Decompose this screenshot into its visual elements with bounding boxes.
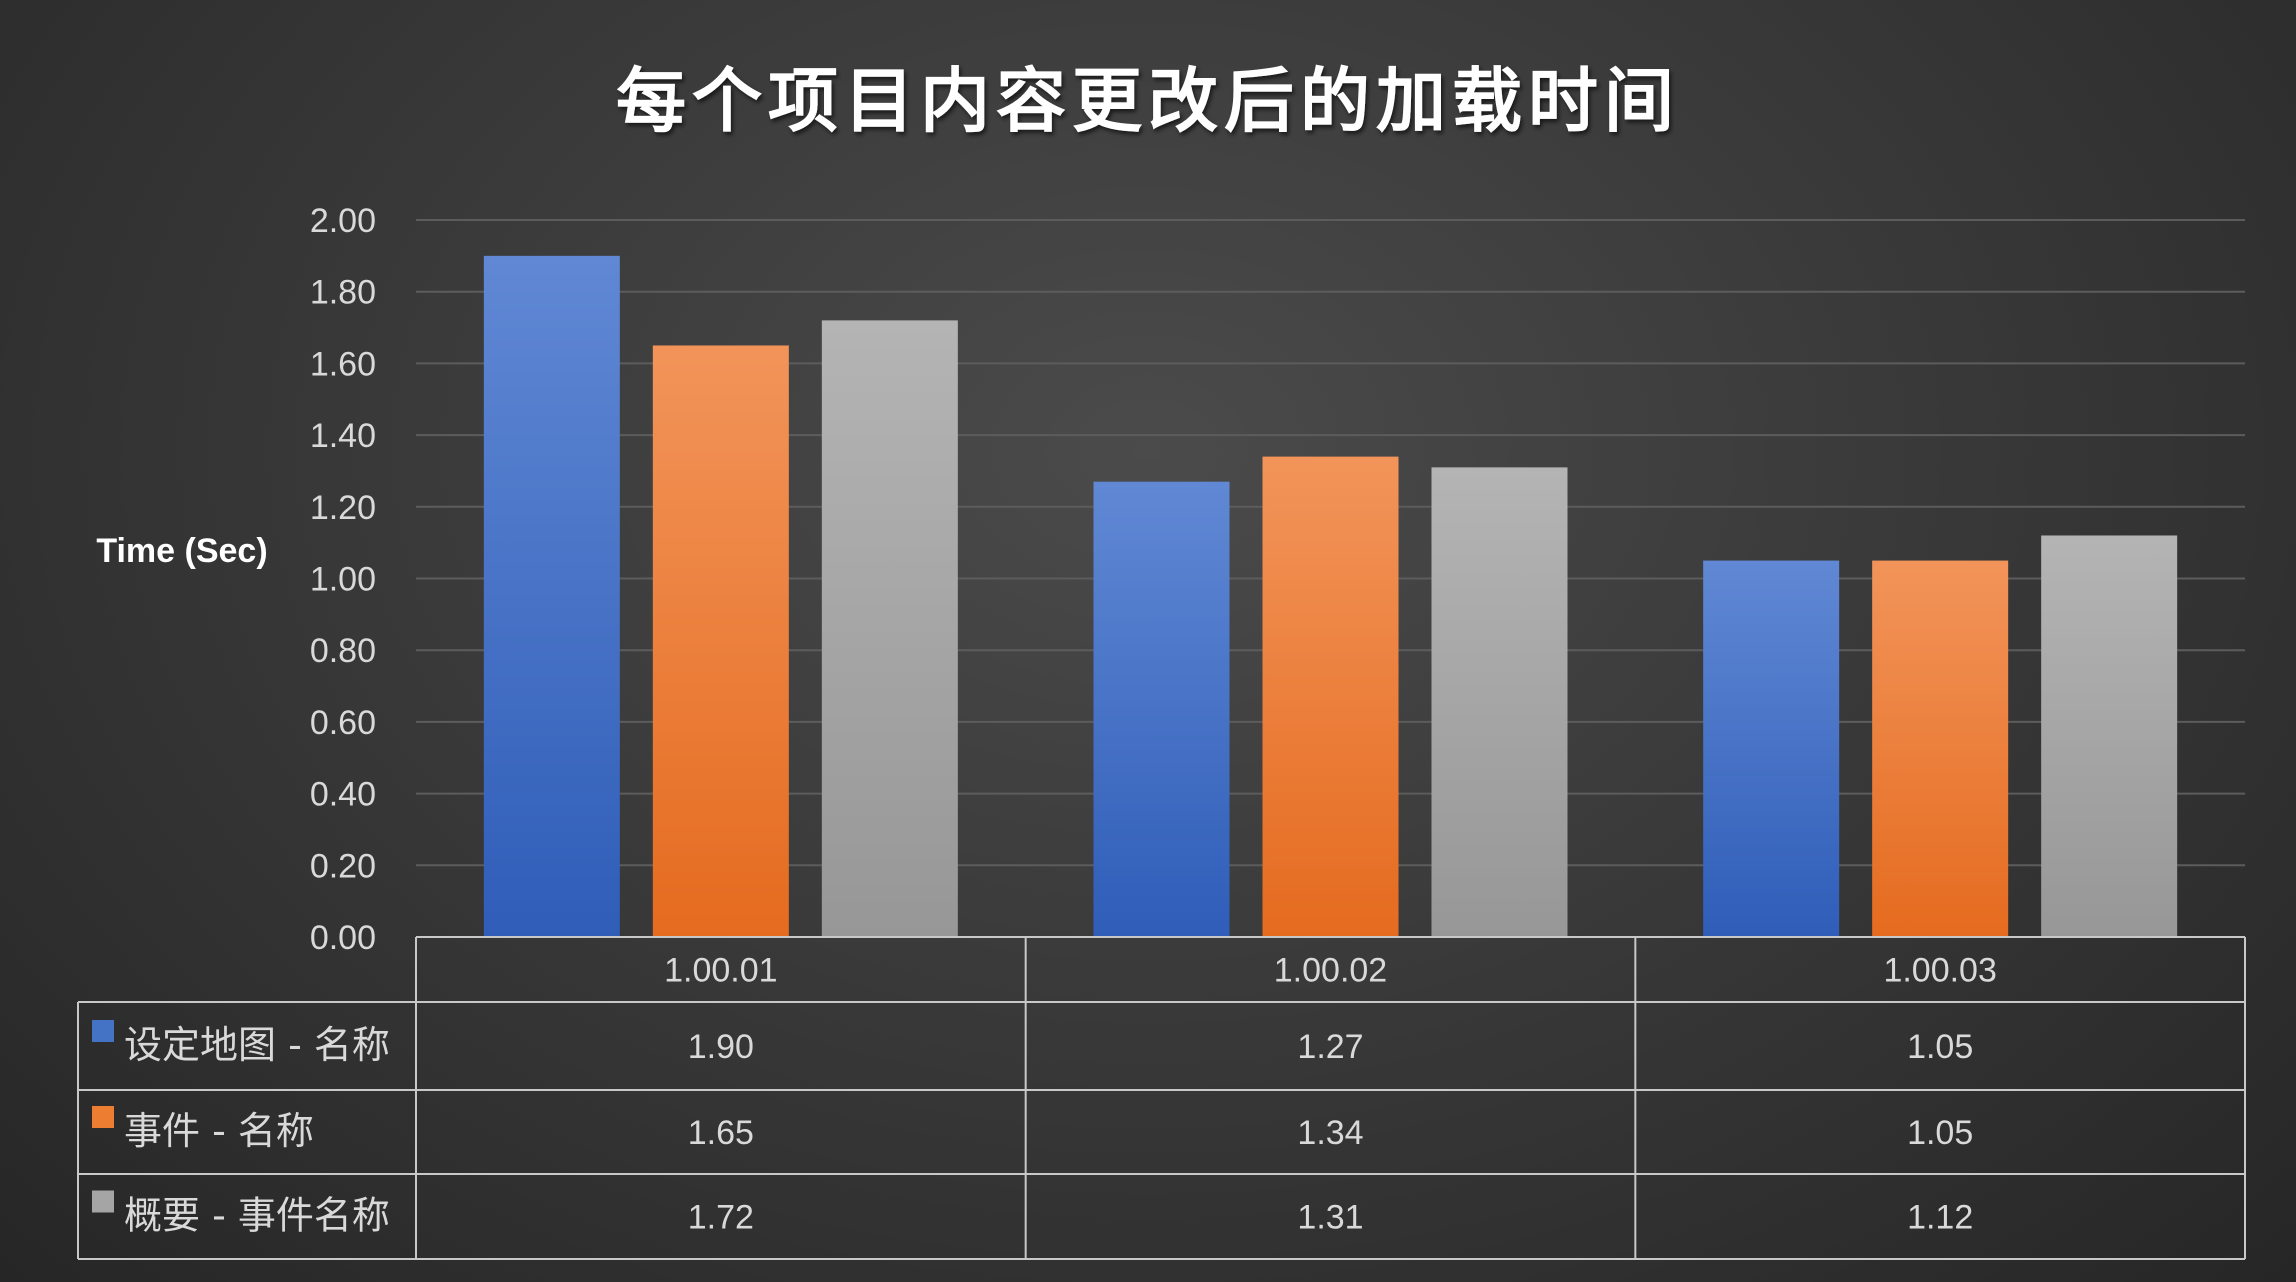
legend-swatch xyxy=(92,1106,114,1128)
y-axis-ticks: 0.00 0.20 0.40 0.60 0.80 1.00 1.20 1.40 1.60 1.80… xyxy=(310,202,376,957)
data-table: 1.00.01 1.00.02 1.00.03 设定地图 - 名称 1.90 1.27 1.… xyxy=(77,936,2246,1260)
chart-title: 每个项目内容更改后的加载时间 xyxy=(616,60,1680,142)
data-label: 1.05 xyxy=(1907,1028,1973,1066)
bar-series-1-1.00.01 xyxy=(483,255,620,938)
bar-series-3-1.00.02 xyxy=(1431,467,1568,937)
y-tick-label: 1.80 xyxy=(310,274,376,312)
x-tick-label: 1.00.01 xyxy=(664,952,777,990)
data-label: 1.90 xyxy=(688,1028,754,1066)
y-tick-label: 1.20 xyxy=(310,489,376,527)
data-label: 1.27 xyxy=(1297,1028,1363,1066)
data-label: 1.05 xyxy=(1907,1114,1973,1152)
y-tick-label: 0.20 xyxy=(310,847,376,885)
y-axis-label: Time (Sec) xyxy=(96,532,267,570)
bar-series-3-1.00.03 xyxy=(2041,535,2178,937)
x-tick-label: 1.00.03 xyxy=(1883,952,1996,990)
data-label: 1.31 xyxy=(1297,1199,1363,1237)
bar-series-2-1.00.03 xyxy=(1872,560,2009,937)
legend-swatch xyxy=(92,1020,114,1042)
bar-series-3-1.00.01 xyxy=(821,320,958,937)
data-label: 1.34 xyxy=(1297,1114,1363,1152)
legend-label: 事件 - 名称 xyxy=(124,1109,314,1153)
bar-series-1-1.00.02 xyxy=(1093,481,1230,937)
data-label: 1.72 xyxy=(688,1199,754,1237)
y-tick-label: 0.40 xyxy=(310,776,376,814)
x-tick-label: 1.00.02 xyxy=(1274,952,1387,990)
legend-label: 概要 - 事件名称 xyxy=(124,1194,390,1238)
y-tick-label: 1.00 xyxy=(310,561,376,599)
data-label: 1.12 xyxy=(1907,1199,1973,1237)
data-label: 1.65 xyxy=(688,1114,754,1152)
y-tick-label: 0.80 xyxy=(310,632,376,670)
bar-series-2-1.00.01 xyxy=(652,345,789,938)
y-tick-label: 0.60 xyxy=(310,704,376,742)
bars xyxy=(483,255,2178,938)
legend-swatch xyxy=(92,1190,114,1213)
bar-series-1-1.00.03 xyxy=(1703,560,1840,937)
y-tick-label: 0.00 xyxy=(310,919,376,957)
y-tick-label: 1.40 xyxy=(310,417,376,455)
bar-series-2-1.00.02 xyxy=(1262,456,1399,937)
y-tick-label: 1.60 xyxy=(310,345,376,383)
legend-label: 设定地图 - 名称 xyxy=(124,1023,390,1067)
y-tick-label: 2.00 xyxy=(310,202,376,240)
